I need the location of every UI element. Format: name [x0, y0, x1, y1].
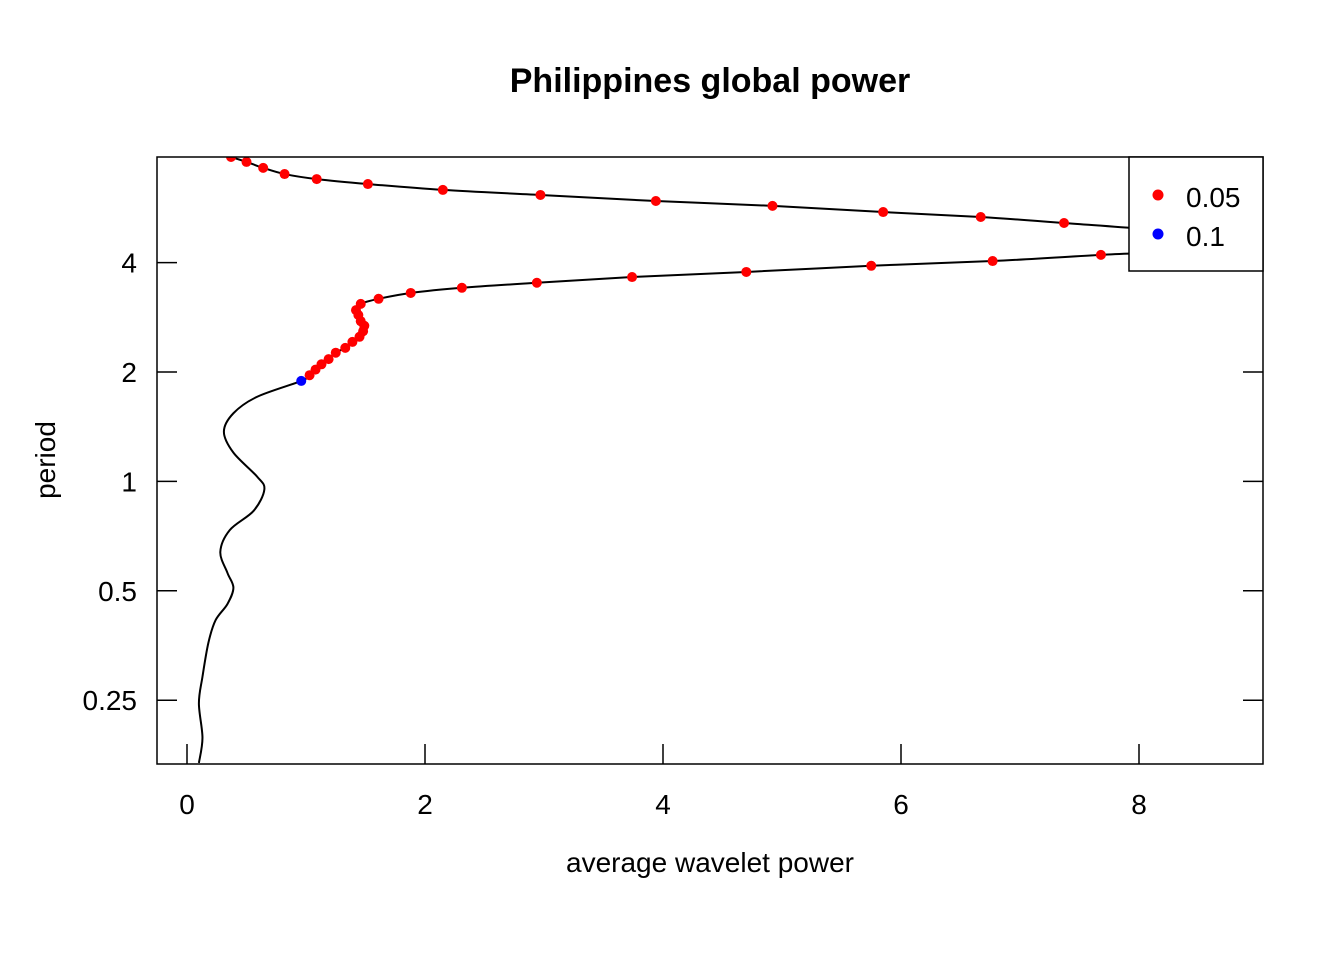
legend-box: [1128, 156, 1264, 272]
x-tick-label: 8: [1131, 789, 1147, 820]
point-sig-005: [362, 179, 373, 190]
point-sig-005: [279, 169, 290, 180]
plot-frame: [156, 156, 1264, 765]
point-sig-005: [987, 256, 998, 267]
legend-marker-005: [1152, 189, 1164, 201]
x-tick-label: 2: [417, 789, 433, 820]
point-sig-005: [975, 211, 986, 222]
y-tick-label: 2: [121, 357, 137, 388]
point-sig-005: [405, 287, 416, 298]
point-sig-005: [531, 277, 542, 288]
point-sig-005: [347, 336, 358, 347]
point-sig-005: [258, 162, 269, 173]
legend-marker-01: [1152, 228, 1164, 240]
x-tick-label: 0: [179, 789, 195, 820]
point-sig-005: [627, 272, 638, 283]
point-sig-005: [535, 189, 546, 200]
point-sig-005: [311, 174, 322, 185]
y-tick-label: 0.25: [83, 685, 138, 716]
power-line: [197, 157, 1224, 764]
point-sig-005: [437, 184, 448, 195]
point-sig-005: [354, 331, 365, 342]
point-sig-005: [373, 293, 384, 304]
y-tick-label: 4: [121, 248, 137, 279]
x-tick-label: 6: [893, 789, 909, 820]
y-tick-label: 1: [121, 466, 137, 497]
point-sig-01: [296, 375, 307, 386]
point-sig-005: [866, 260, 877, 271]
point-sig-005: [323, 354, 334, 365]
point-sig-005: [241, 157, 252, 167]
y-tick-label: 0.5: [98, 576, 137, 607]
point-sig-005: [340, 342, 351, 353]
point-sig-005: [1059, 218, 1070, 229]
point-sig-005: [767, 200, 778, 211]
point-sig-005: [226, 157, 237, 162]
point-sig-005: [456, 282, 467, 293]
x-tick-label: 4: [655, 789, 671, 820]
x-axis-label: average wavelet power: [566, 847, 854, 878]
point-sig-005: [304, 370, 315, 381]
legend-label-01: 0.1: [1186, 221, 1225, 252]
point-sig-005: [1095, 249, 1106, 260]
legend-label-005: 0.05: [1186, 182, 1241, 213]
point-sig-005: [650, 195, 661, 206]
y-axis-label: period: [30, 421, 61, 499]
point-sig-005: [330, 347, 341, 358]
point-sig-005: [741, 266, 752, 277]
chart-title: Philippines global power: [510, 62, 910, 100]
legend: 0.05 0.1: [1128, 156, 1264, 272]
point-sig-005: [878, 207, 889, 218]
